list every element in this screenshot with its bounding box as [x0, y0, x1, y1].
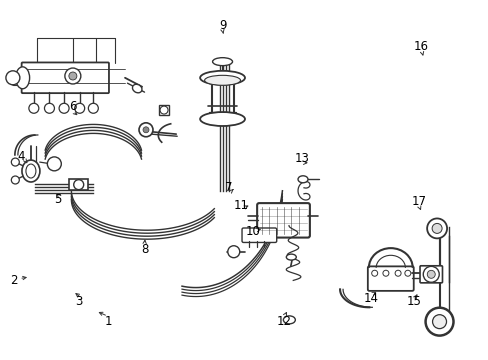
Circle shape: [142, 127, 149, 133]
Ellipse shape: [132, 84, 142, 93]
Circle shape: [75, 103, 84, 113]
Ellipse shape: [204, 75, 240, 85]
Bar: [158, 105, 169, 116]
Circle shape: [394, 270, 400, 276]
Circle shape: [227, 246, 239, 258]
Text: 6: 6: [69, 100, 77, 113]
Circle shape: [431, 224, 441, 233]
Text: 7: 7: [224, 181, 232, 194]
Ellipse shape: [200, 112, 244, 126]
Text: 11: 11: [234, 199, 248, 212]
FancyBboxPatch shape: [21, 62, 109, 93]
FancyBboxPatch shape: [242, 228, 276, 242]
Ellipse shape: [16, 67, 30, 89]
FancyBboxPatch shape: [367, 266, 413, 291]
Circle shape: [65, 68, 81, 84]
Text: 14: 14: [363, 292, 378, 305]
Text: 1: 1: [104, 315, 111, 328]
Circle shape: [382, 270, 388, 276]
Circle shape: [59, 103, 69, 113]
Text: 9: 9: [218, 19, 226, 32]
Ellipse shape: [283, 316, 295, 324]
Text: 5: 5: [55, 193, 62, 206]
Ellipse shape: [297, 176, 307, 183]
Circle shape: [29, 103, 39, 113]
Text: 2: 2: [11, 274, 18, 287]
Ellipse shape: [200, 71, 244, 85]
Text: 10: 10: [245, 225, 260, 238]
Ellipse shape: [22, 160, 40, 182]
Circle shape: [427, 270, 434, 278]
Circle shape: [423, 266, 438, 282]
Circle shape: [426, 219, 446, 238]
Text: 3: 3: [75, 296, 82, 309]
Circle shape: [6, 71, 20, 85]
Text: 12: 12: [276, 315, 291, 328]
Circle shape: [432, 315, 446, 329]
Circle shape: [139, 123, 153, 137]
Circle shape: [44, 103, 54, 113]
Circle shape: [11, 176, 19, 184]
Circle shape: [47, 157, 61, 171]
Circle shape: [11, 158, 19, 166]
Text: 4: 4: [18, 150, 25, 163]
Bar: [69, 179, 88, 190]
Circle shape: [160, 106, 168, 114]
Text: 13: 13: [294, 152, 309, 165]
Ellipse shape: [26, 164, 36, 178]
Ellipse shape: [212, 58, 232, 66]
FancyBboxPatch shape: [257, 203, 309, 238]
Circle shape: [88, 103, 98, 113]
Circle shape: [404, 270, 410, 276]
Text: 15: 15: [406, 296, 421, 309]
Circle shape: [425, 308, 452, 336]
Ellipse shape: [286, 254, 296, 260]
Circle shape: [74, 180, 83, 190]
Text: 16: 16: [413, 40, 427, 53]
Circle shape: [371, 270, 377, 276]
Circle shape: [69, 72, 77, 80]
Text: 17: 17: [411, 195, 426, 208]
Text: 8: 8: [141, 243, 148, 256]
FancyBboxPatch shape: [419, 266, 442, 283]
